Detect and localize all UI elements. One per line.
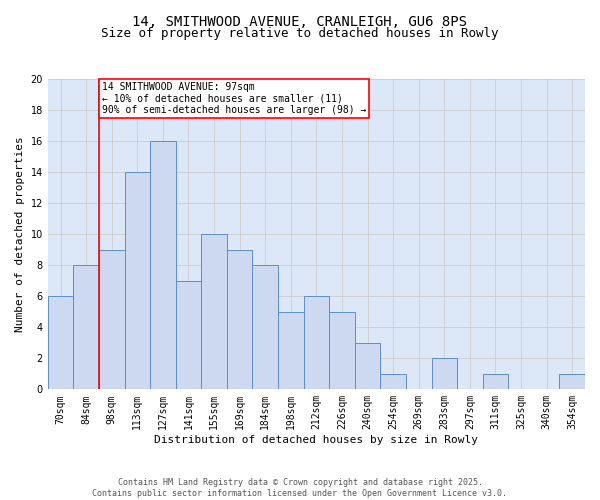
Y-axis label: Number of detached properties: Number of detached properties <box>15 136 25 332</box>
Bar <box>253 265 278 390</box>
X-axis label: Distribution of detached houses by size in Rowly: Distribution of detached houses by size … <box>154 435 478 445</box>
Bar <box>355 343 380 390</box>
Bar <box>227 250 253 390</box>
Bar <box>176 280 201 390</box>
Bar <box>559 374 585 390</box>
Bar <box>329 312 355 390</box>
Bar <box>150 141 176 390</box>
Bar <box>48 296 73 390</box>
Bar <box>278 312 304 390</box>
Bar <box>431 358 457 390</box>
Bar <box>73 265 99 390</box>
Text: 14, SMITHWOOD AVENUE, CRANLEIGH, GU6 8PS: 14, SMITHWOOD AVENUE, CRANLEIGH, GU6 8PS <box>133 15 467 29</box>
Bar <box>201 234 227 390</box>
Bar <box>304 296 329 390</box>
Text: Size of property relative to detached houses in Rowly: Size of property relative to detached ho… <box>101 28 499 40</box>
Bar <box>99 250 125 390</box>
Text: Contains HM Land Registry data © Crown copyright and database right 2025.
Contai: Contains HM Land Registry data © Crown c… <box>92 478 508 498</box>
Bar <box>482 374 508 390</box>
Bar <box>380 374 406 390</box>
Bar <box>125 172 150 390</box>
Text: 14 SMITHWOOD AVENUE: 97sqm
← 10% of detached houses are smaller (11)
90% of semi: 14 SMITHWOOD AVENUE: 97sqm ← 10% of deta… <box>101 82 366 116</box>
